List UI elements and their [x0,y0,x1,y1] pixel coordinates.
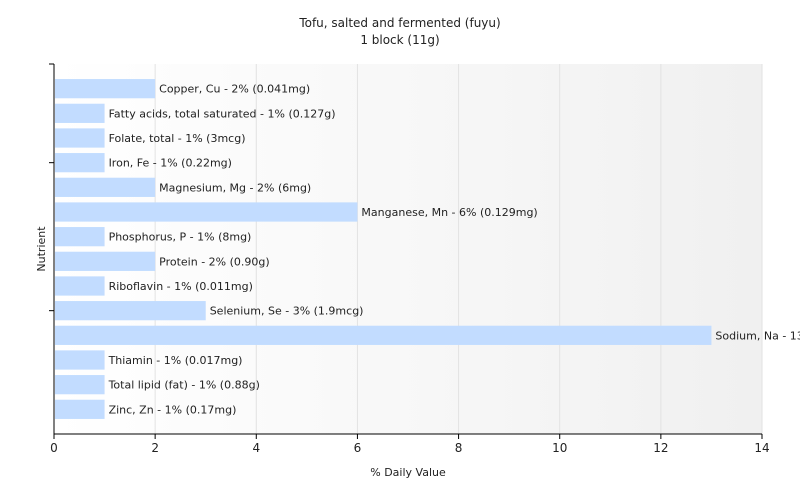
axes [49,63,762,435]
bar-label: Folate, total - 1% (3mcg) [109,132,246,145]
bar-label: Fatty acids, total saturated - 1% (0.127… [109,107,336,120]
x-tick-label: 12 [653,441,668,455]
bar-label: Manganese, Mn - 6% (0.129mg) [361,206,537,219]
bar [55,325,712,345]
bar-label: Iron, Fe - 1% (0.22mg) [109,157,232,170]
x-tick-label: 4 [252,441,260,455]
x-tick-label: 0 [50,441,58,455]
bar [55,276,105,296]
bar [55,128,105,148]
x-axis-label: % Daily Value [370,466,446,479]
bar-label: Zinc, Zn - 1% (0.17mg) [109,403,237,416]
x-tick-label: 6 [354,441,362,455]
bar [55,399,105,419]
bar-label: Thiamin - 1% (0.017mg) [108,354,243,367]
bar [55,153,105,173]
x-tick-label: 10 [552,441,567,455]
plot-area [54,64,762,434]
bar [55,103,105,123]
x-tick-label: 14 [754,441,769,455]
chart-title: Tofu, salted and fermented (fuyu) [298,16,500,30]
bar-label: Selenium, Se - 3% (1.9mcg) [210,305,364,318]
bar [55,251,156,271]
x-tick-label: 8 [455,441,463,455]
bar [55,301,206,321]
grid-lines [154,64,763,434]
bar [55,227,105,247]
y-axis-label: Nutrient [35,226,48,272]
bar-label: Sodium, Na - 13% (316mg) [715,329,800,342]
bar [55,350,105,370]
x-tick-label: 2 [151,441,159,455]
bar [55,375,105,395]
bars: Copper, Cu - 2% (0.041mg) Fatty acids, to… [55,79,800,419]
bar-label: Total lipid (fat) - 1% (0.88g) [108,379,260,392]
x-ticks: 0 2 4 6 8 10 12 14 [50,434,770,455]
bar-label: Riboflavin - 1% (0.011mg) [109,280,253,293]
bar-label: Magnesium, Mg - 2% (6mg) [159,181,311,194]
bar-label: Phosphorus, P - 1% (8mg) [109,231,252,244]
bar [55,177,156,197]
chart-subtitle: 1 block (11g) [360,33,439,47]
bar-label: Copper, Cu - 2% (0.041mg) [159,83,310,96]
bar [55,202,358,222]
bar [55,79,156,99]
bar-label: Protein - 2% (0.90g) [159,255,270,268]
